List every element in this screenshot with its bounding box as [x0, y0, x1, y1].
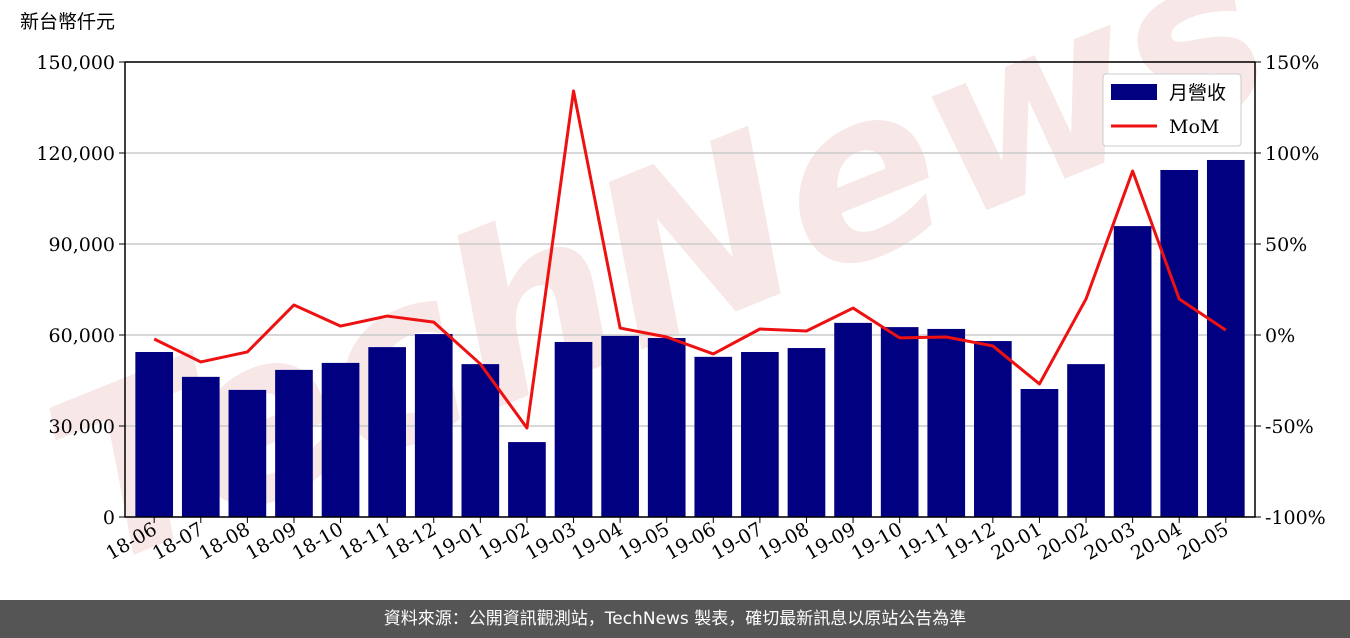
bar	[1206, 159, 1245, 517]
x-tick-label: 20-02	[1034, 518, 1092, 564]
x-tick-label: 19-12	[941, 518, 999, 564]
x-tick-label: 20-04	[1127, 518, 1185, 564]
y-tick-label: 30,000	[49, 416, 115, 438]
y2-tick-label: -100%	[1265, 507, 1326, 529]
bar	[414, 334, 453, 517]
x-tick-label: 19-05	[615, 518, 673, 564]
x-tick-label: 19-09	[801, 518, 859, 564]
bar	[1020, 388, 1059, 517]
bar	[880, 327, 919, 517]
footer: 資料來源：公開資訊觀測站，TechNews 製表，確切最新訊息以原站公告為準	[0, 600, 1350, 638]
x-tick-label: 19-08	[755, 518, 813, 564]
bar	[1113, 226, 1152, 517]
bar	[321, 362, 360, 517]
legend-label: 月營收	[1169, 82, 1226, 104]
x-tick-label: 18-12	[382, 518, 440, 564]
bar	[787, 348, 826, 517]
y2-tick-label: -50%	[1265, 416, 1314, 438]
y2-tick-label: 50%	[1265, 234, 1307, 256]
x-tick-label: 19-11	[894, 518, 952, 564]
bar	[974, 341, 1012, 517]
y-tick-label: 120,000	[36, 143, 115, 165]
line	[153, 89, 1227, 430]
bar	[1160, 169, 1199, 517]
bar	[368, 347, 406, 517]
y2-tick-label: 150%	[1265, 52, 1319, 74]
bar	[647, 338, 686, 517]
legend-swatch	[1111, 84, 1157, 100]
bar	[927, 328, 966, 517]
bar	[601, 335, 639, 517]
x-tick-label: 19-04	[568, 518, 626, 564]
x-tick-label: 19-03	[522, 518, 580, 564]
legend-label: MoM	[1169, 116, 1219, 138]
y2-tick-label: 0%	[1265, 325, 1295, 347]
bar	[135, 351, 174, 517]
x-tick-label: 20-01	[987, 518, 1045, 564]
bar	[554, 341, 593, 517]
bar	[461, 364, 500, 517]
x-tick-label: 20-05	[1174, 518, 1232, 564]
x-tick-label: 19-07	[708, 518, 766, 564]
y-tick-label: 0	[103, 507, 115, 529]
y-tick-label: 60,000	[49, 325, 115, 347]
x-tick-label: 19-10	[848, 518, 906, 564]
y-axis-unit: 新台幣仟元	[20, 11, 115, 33]
bar	[181, 376, 220, 517]
chart: 新台幣仟元 TechNews030,00060,00090,000120,000…	[17, 0, 1326, 621]
x-tick-label: 19-02	[475, 518, 533, 564]
bar	[1067, 364, 1105, 517]
bar	[275, 369, 313, 517]
y-tick-label: 90,000	[49, 234, 115, 256]
x-tick-label: 20-03	[1081, 518, 1139, 564]
x-tick-label: 19-06	[661, 518, 719, 564]
bar	[834, 322, 872, 517]
y-tick-label: 150,000	[36, 52, 115, 74]
bar	[508, 442, 546, 517]
bar	[228, 389, 267, 517]
plot-frame	[124, 61, 1256, 518]
x-tick-label: 19-01	[428, 518, 486, 564]
bar	[694, 356, 733, 517]
bar	[741, 351, 779, 517]
y2-tick-label: 100%	[1265, 143, 1319, 165]
